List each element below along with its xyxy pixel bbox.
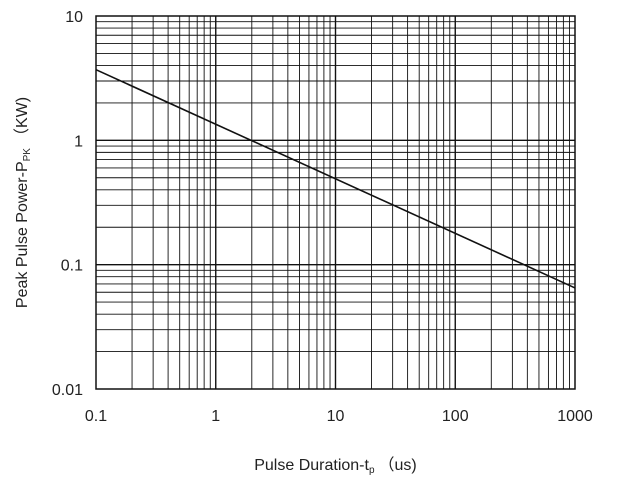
y-tick-label: 1 (74, 133, 83, 150)
x-axis-label: Pulse Duration-tp （us) (254, 456, 417, 476)
y-axis-label-unit: （KW) (13, 97, 31, 144)
y-tick-labels: 0.01 0.1 1 10 (52, 9, 83, 399)
x-tick-label: 1 (211, 408, 220, 425)
x-tick-label: 1000 (557, 408, 593, 425)
grid (96, 16, 575, 389)
x-axis-label-main: Pulse Duration-t (254, 457, 369, 474)
y-axis-label-main: Peak Pulse Power-P (14, 161, 31, 308)
y-tick-label: 0.01 (52, 382, 83, 399)
y-axis-label-subscript: PK (22, 148, 33, 162)
x-tick-label: 0.1 (85, 408, 107, 425)
x-tick-labels: 0.1 1 10 100 1000 (85, 408, 593, 425)
y-axis-label: Peak Pulse Power-PPK （KW) (13, 97, 33, 308)
series-line-0 (95, 68, 576, 289)
y-tick-label: 0.1 (61, 258, 83, 275)
x-tick-label: 10 (327, 408, 345, 425)
plot-frame (95, 15, 576, 390)
x-axis-label-unit: （us) (379, 456, 417, 474)
series-group (95, 68, 576, 289)
x-axis-label-subscript: p (369, 465, 375, 476)
y-tick-label: 10 (65, 9, 83, 26)
x-tick-label: 100 (442, 408, 469, 425)
